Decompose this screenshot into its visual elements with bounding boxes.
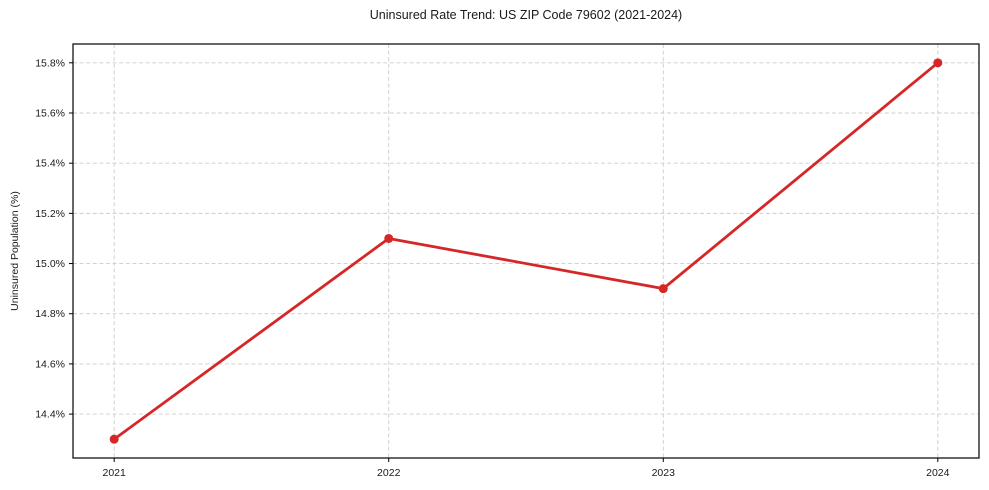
x-tick-label: 2022 xyxy=(377,467,401,479)
y-tick-label: 14.4% xyxy=(35,409,65,421)
x-tick-label: 2024 xyxy=(926,467,950,479)
y-tick-label: 15.8% xyxy=(35,57,65,69)
data-point-marker xyxy=(109,434,119,444)
y-tick-label: 15.4% xyxy=(35,158,65,170)
y-tick-label: 14.8% xyxy=(35,308,65,320)
data-line xyxy=(112,61,940,441)
data-point-marker xyxy=(384,233,394,243)
y-tick-label: 15.0% xyxy=(35,258,65,270)
data-point-marker xyxy=(658,284,668,294)
plot-border xyxy=(72,43,980,459)
axis-ticks xyxy=(69,62,939,462)
x-tick-label: 2021 xyxy=(103,467,127,479)
chart-title: Uninsured Rate Trend: US ZIP Code 79602 … xyxy=(369,8,683,22)
y-tick-label: 15.6% xyxy=(35,108,65,120)
y-tick-label: 15.2% xyxy=(35,208,65,220)
data-point-marker xyxy=(933,58,943,68)
gridlines xyxy=(73,44,979,458)
x-tick-label: 2023 xyxy=(652,467,676,479)
y-tick-label: 14.6% xyxy=(35,358,65,370)
